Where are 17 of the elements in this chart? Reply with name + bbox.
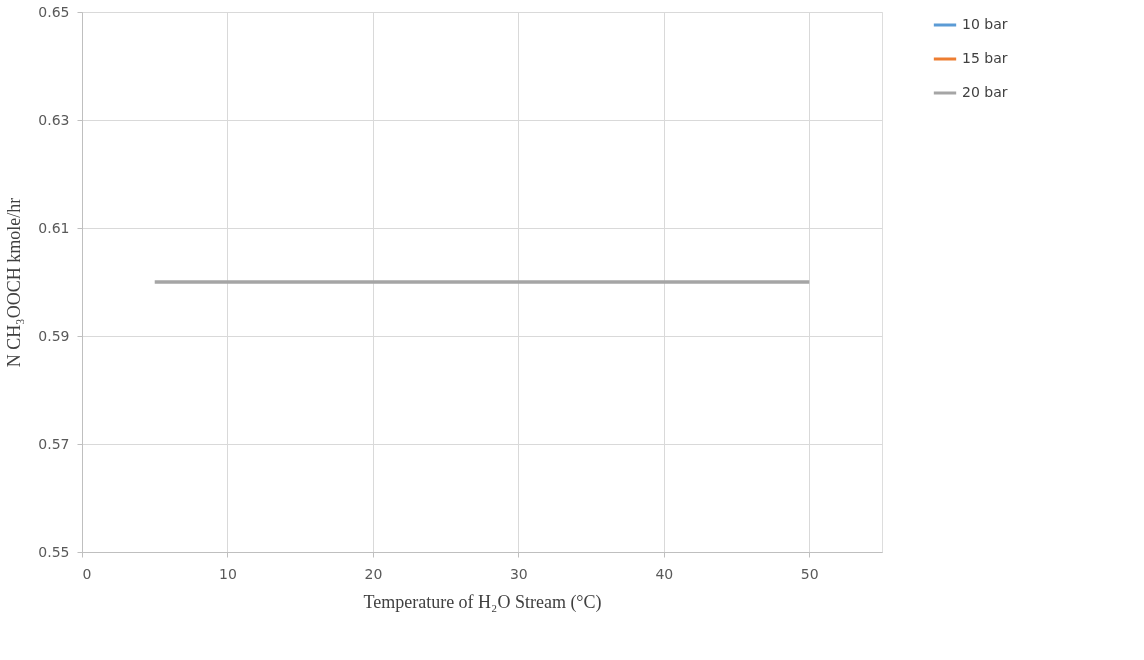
y-tick-label: 0.61: [38, 219, 70, 236]
y-tick-label: 0.65: [38, 3, 70, 20]
y-axis-title: N CH₃OOCH kmole/hr: [4, 197, 25, 368]
x-tick-label: 0: [82, 565, 92, 582]
y-tick-label: 0.57: [38, 435, 70, 452]
y-tick-label: 0.63: [38, 111, 70, 128]
legend-label: 15 bar: [962, 50, 1008, 66]
legend-label: 10 bar: [962, 16, 1008, 32]
x-tick-label: 40: [655, 565, 674, 582]
y-tick-label: 0.55: [38, 543, 70, 560]
x-tick-label: 50: [800, 565, 819, 582]
legend-label: 20 bar: [962, 84, 1008, 100]
x-tick-label: 10: [219, 565, 237, 582]
x-tick-label: 30: [509, 565, 528, 582]
x-tick-label: 20: [364, 565, 383, 582]
y-tick-label: 0.59: [38, 327, 70, 344]
x-axis-title: Temperature of H₂O Stream (°C): [363, 591, 602, 613]
